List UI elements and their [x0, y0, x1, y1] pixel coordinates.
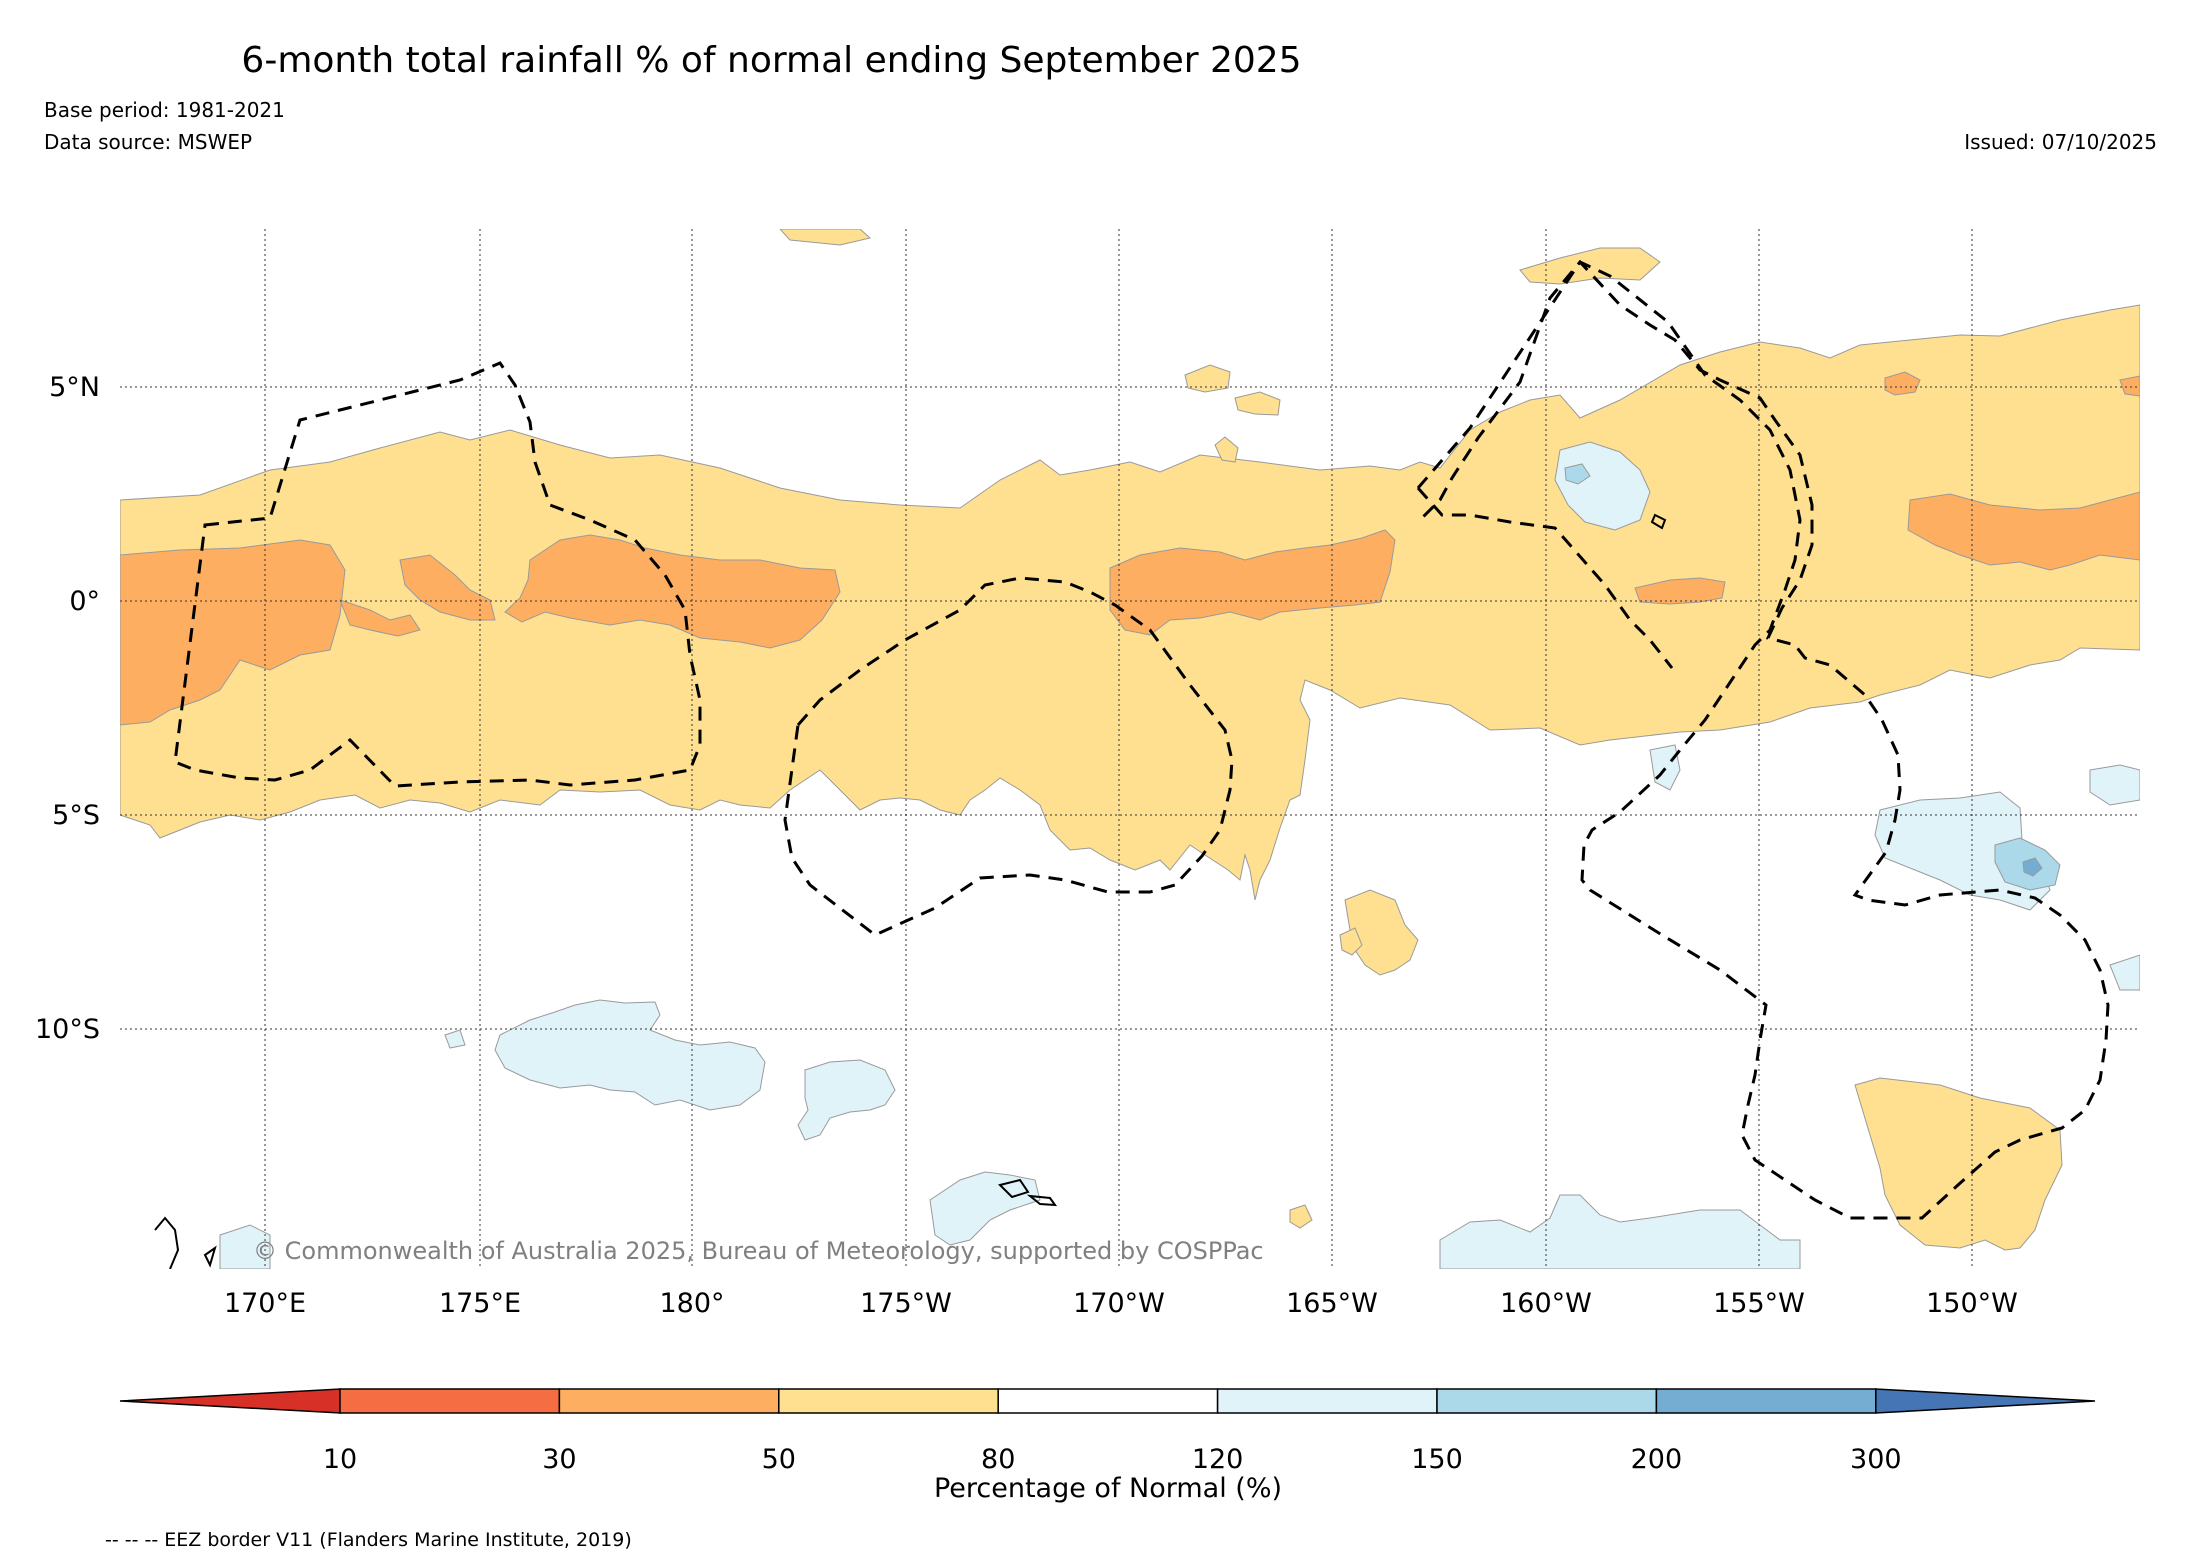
latitude-label: 0°: [69, 586, 100, 617]
latitude-labels: 5°N 0° 5°S 10°S: [35, 372, 100, 1045]
longitude-label: 180°: [659, 1288, 724, 1319]
eez-border: [173, 361, 702, 788]
rainfall-band-200-300: [2022, 857, 2043, 877]
rainfall-band-120-150: [2109, 954, 2140, 991]
longitude-label: 170°W: [1073, 1288, 1165, 1319]
longitude-label: 150°W: [1926, 1288, 2018, 1319]
rainfall-band-30-50: [1109, 529, 1396, 636]
longitude-label: 175°W: [860, 1288, 952, 1319]
colorbar-extend-high: [1875, 1388, 2096, 1414]
island-outlines: [154, 513, 1667, 1269]
rainfall-band-30-50: [1884, 371, 1921, 396]
colorbar-segment: [778, 1388, 999, 1414]
rainfall-band-30-50: [504, 534, 841, 649]
rainfall-patch: [1854, 1077, 2063, 1251]
longitude-label: 155°W: [1713, 1288, 1805, 1319]
colorbar-tick-label: 120: [1192, 1444, 1244, 1475]
data-source-text: Data source: MSWEP: [44, 130, 253, 154]
colorbar-extend-low: [119, 1388, 341, 1414]
rainfall-band-120-150: [1439, 1194, 1801, 1269]
rainfall-patch: [779, 229, 872, 246]
longitude-label: 175°E: [439, 1288, 521, 1319]
rainfall-band-120-150: [219, 1224, 271, 1269]
colorbar-tick-label: 80: [981, 1444, 1015, 1475]
rainfall-patch: [1214, 436, 1239, 463]
issued-date-text: Issued: 07/10/2025: [1964, 130, 2157, 154]
latitude-label: 5°S: [52, 800, 100, 831]
rainfall-patch: [1339, 927, 1363, 956]
eez-border: [1416, 259, 2110, 1220]
colorbar-tick-label: 10: [323, 1444, 357, 1475]
rainfall-band-120-150: [1649, 744, 1681, 791]
rainfall-band-30-50: [1634, 577, 1726, 605]
island: [998, 1178, 1030, 1199]
rainfall-band-30-50: [2119, 375, 2140, 397]
colorbar-tick-label: 200: [1631, 1444, 1683, 1475]
longitude-label: 170°E: [224, 1288, 306, 1319]
colorbar-segment: [1436, 1388, 1658, 1414]
rainfall-band-120-150: [494, 999, 766, 1111]
colorbar-label: Percentage of Normal (%): [934, 1473, 1282, 1504]
rainfall-band-30-50: [339, 599, 421, 637]
colorbar-tick-label: 30: [542, 1444, 576, 1475]
longitude-label: 165°W: [1286, 1288, 1378, 1319]
gridlines: [120, 229, 2140, 1269]
rainfall-band-120-150: [444, 1029, 466, 1049]
colorbar-tick-label: 50: [762, 1444, 796, 1475]
eez-borders: [173, 259, 2110, 1220]
latitude-label: 5°N: [49, 372, 100, 403]
rainfall-band-120-150: [1554, 441, 1651, 531]
colorbar-segment: [1216, 1388, 1438, 1414]
eez-border: [783, 576, 1234, 937]
colorbar-tick-label: 300: [1850, 1444, 1902, 1475]
island: [1026, 1194, 1058, 1207]
rainfall-band-120-150: [2089, 764, 2140, 806]
rainfall-band-30-50: [399, 554, 496, 621]
colorbar-segment: [997, 1388, 1219, 1414]
rainfall-band-30-50: [120, 539, 346, 726]
longitude-label: 160°W: [1500, 1288, 1592, 1319]
latitude-label: 10°S: [35, 1014, 100, 1045]
base-period-text: Base period: 1981-2021: [44, 98, 285, 122]
island: [1650, 513, 1667, 530]
map-title: 6-month total rainfall % of normal endin…: [241, 40, 1302, 81]
map-plot-area: © Commonwealth of Australia 2025, Bureau…: [120, 229, 2140, 1269]
island: [203, 1245, 217, 1268]
rainfall-band-120-150: [797, 1059, 896, 1141]
colorbar-tick-label: 150: [1411, 1444, 1463, 1475]
rainfall-patch: [1184, 364, 1231, 393]
colorbar: 10 30 50 80 120 150 200 300: [119, 1388, 2096, 1475]
colorbar-segment: [558, 1388, 780, 1414]
copyright-text: © Commonwealth of Australia 2025, Bureau…: [253, 1237, 1264, 1265]
colorbar-segment: [339, 1388, 561, 1414]
rainfall-band-120-150: [929, 1171, 1041, 1246]
eez-footnote: -- -- -- EEZ border V11 (Flanders Marine…: [105, 1529, 632, 1551]
rainfall-band-30-50: [1907, 491, 2140, 571]
rainfall-patch: [1234, 391, 1281, 416]
rainfall-patch: [1289, 1204, 1313, 1229]
longitude-labels: 170°E 175°E 180° 175°W 170°W 165°W 160°W 155°W 1…: [224, 1288, 2018, 1319]
eez-border: [1416, 487, 1674, 669]
island: [154, 1216, 180, 1269]
colorbar-segment: [1655, 1388, 1877, 1414]
rainfall-band-150-200: [1564, 463, 1591, 485]
